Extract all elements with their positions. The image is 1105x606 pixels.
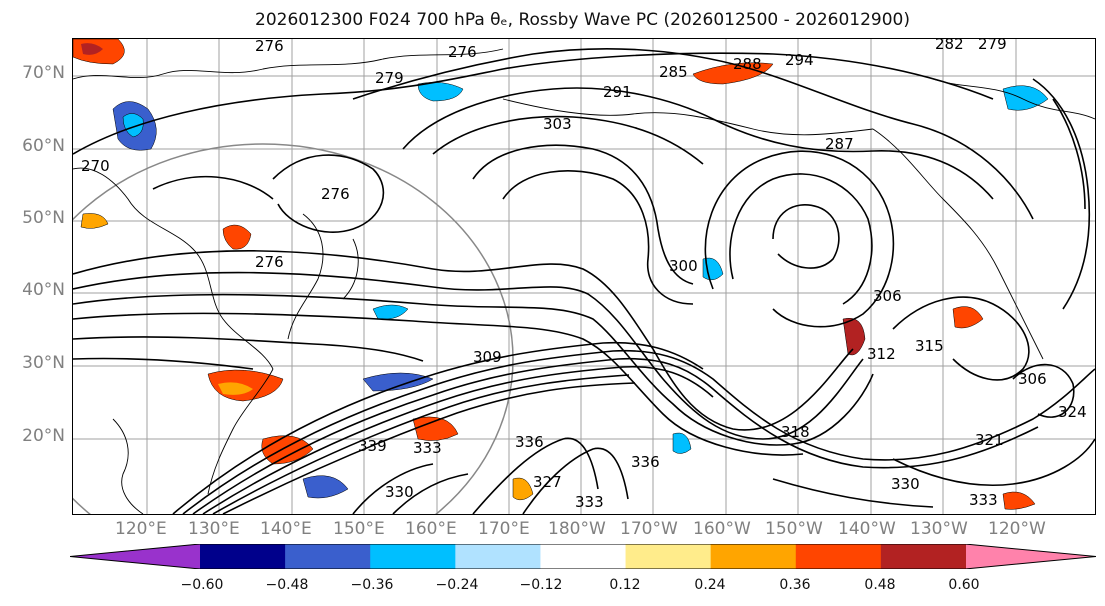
contour-label: 339 [358,437,387,455]
colorbar-segment [880,544,967,569]
contour-label: 315 [915,337,944,355]
anomaly-shading [73,39,1049,510]
colorbar-tick: 0.24 [694,577,726,593]
colorbar-segment [710,544,797,569]
contour-label: 306 [1018,370,1047,388]
colorbar-extend-high [966,544,1096,569]
colorbar-segment [625,544,712,569]
contour-label: 300 [669,257,698,275]
contour-label: 330 [385,483,414,501]
contour-label: 303 [543,115,572,133]
contour-label: 276 [321,185,350,203]
colorbar-extend-low [70,544,200,569]
colorbar [70,544,1096,569]
contour-label: 336 [515,433,544,451]
contour-label: 333 [413,439,442,457]
contour-label: 270 [81,157,110,175]
contour-label: 288 [733,55,762,73]
colorbar-tick: −0.24 [435,577,479,593]
lat-label: 20°N [22,426,65,446]
contour-label: 336 [631,453,660,471]
lat-label: 40°N [22,280,65,300]
contour-label: 330 [891,475,920,493]
lon-label: 140°W [838,519,896,539]
contour-label: 318 [781,423,810,441]
contour-label: 324 [1058,403,1087,421]
contour-label: 312 [867,345,896,363]
contour-label: 276 [448,43,477,61]
theta-e-contours [73,48,1095,514]
colorbar-segments [70,544,1096,569]
map-panel: 276 276 279 285 288 294 282 279 291 303 … [72,38,1096,515]
colorbar-tick: −0.36 [350,577,394,593]
contour-label: 276 [255,253,284,271]
contour-label: 291 [603,83,632,101]
contour-label: 294 [785,51,814,69]
colorbar-tick: −0.48 [265,577,309,593]
map-canvas: 276 276 279 285 288 294 282 279 291 303 … [73,39,1095,514]
colorbar-tick: 0.60 [948,577,980,593]
lon-label: 160°E [405,519,457,539]
colorbar-segment [200,544,286,569]
contour-labels: 276 276 279 285 288 294 282 279 291 303 … [81,39,1087,511]
lon-label: 150°W [765,519,823,539]
graticule [73,39,1095,514]
contour-label: 306 [873,287,902,305]
lon-label: 170°W [620,519,678,539]
lat-label: 70°N [22,63,65,83]
colorbar-segment [370,544,456,569]
colorbar-tick: −0.12 [519,577,563,593]
lon-label: 160°W [693,519,751,539]
contour-label: 321 [975,431,1004,449]
projection-circle [73,143,514,514]
contour-label: 333 [969,491,998,509]
colorbar-segment [540,544,627,569]
colorbar-tick: 0.48 [864,577,896,593]
contour-label: 282 [935,39,964,53]
lon-label: 140°E [260,519,312,539]
figure-title: 2026012300 F024 700 hPa θₑ, Rossby Wave … [255,10,910,30]
lon-label: 130°W [910,519,968,539]
colorbar-segment [795,544,882,569]
colorbar-segment [455,544,541,569]
lat-label: 50°N [22,208,65,228]
lat-label: 60°N [22,136,65,156]
colorbar-tick: 0.36 [779,577,811,593]
contour-label: 309 [473,348,502,366]
coastlines [73,48,1095,514]
lon-label: 120°W [988,519,1046,539]
colorbar-segment [285,544,371,569]
contour-label: 279 [375,69,404,87]
colorbar-tick: −0.60 [180,577,224,593]
contour-label: 333 [575,493,604,511]
contour-label: 327 [533,473,562,491]
lat-label: 30°N [22,353,65,373]
colorbar-tick: 0.12 [609,577,641,593]
lon-label: 150°E [333,519,385,539]
lon-label: 120°E [115,519,167,539]
lon-label: 180°W [548,519,606,539]
contour-label: 287 [825,135,854,153]
contour-label: 279 [978,39,1007,53]
lon-label: 170°E [478,519,530,539]
contour-label: 285 [659,63,688,81]
contour-label: 276 [255,39,284,55]
lon-label: 130°E [188,519,240,539]
